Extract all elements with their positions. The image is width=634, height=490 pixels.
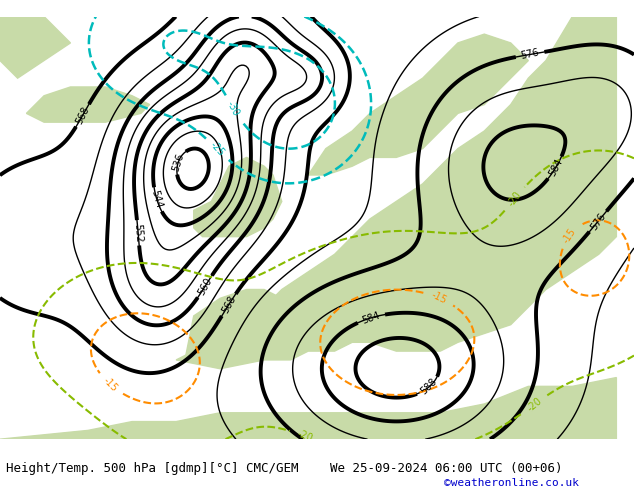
Text: Height/Temp. 500 hPa [gdmp][°C] CMC/GEM: Height/Temp. 500 hPa [gdmp][°C] CMC/GEM xyxy=(6,462,299,475)
Text: -20: -20 xyxy=(296,429,314,444)
Polygon shape xyxy=(326,290,405,343)
Text: 588: 588 xyxy=(419,377,439,397)
Polygon shape xyxy=(308,34,528,175)
Text: 552: 552 xyxy=(133,223,144,243)
Text: -15: -15 xyxy=(430,290,448,306)
Text: 560: 560 xyxy=(196,276,214,297)
Text: -15: -15 xyxy=(561,226,578,245)
Text: 568: 568 xyxy=(220,294,238,316)
Polygon shape xyxy=(27,87,150,122)
Text: -20: -20 xyxy=(506,190,523,208)
Text: -25: -25 xyxy=(208,140,226,159)
Text: We 25-09-2024 06:00 UTC (00+06): We 25-09-2024 06:00 UTC (00+06) xyxy=(330,462,562,475)
Polygon shape xyxy=(0,377,616,439)
Text: 576: 576 xyxy=(520,48,540,61)
Text: 536: 536 xyxy=(171,152,186,172)
Text: 576: 576 xyxy=(588,211,607,232)
Polygon shape xyxy=(0,17,70,78)
Text: -20: -20 xyxy=(525,395,543,414)
Polygon shape xyxy=(185,290,290,360)
Text: ©weatheronline.co.uk: ©weatheronline.co.uk xyxy=(444,478,579,488)
Polygon shape xyxy=(176,17,616,369)
Text: 584: 584 xyxy=(547,157,564,178)
Text: -30: -30 xyxy=(225,99,242,118)
Polygon shape xyxy=(194,157,281,237)
Text: 568: 568 xyxy=(74,105,91,126)
Text: -15: -15 xyxy=(101,375,119,393)
Text: 544: 544 xyxy=(150,189,164,210)
Text: 584: 584 xyxy=(361,310,382,326)
